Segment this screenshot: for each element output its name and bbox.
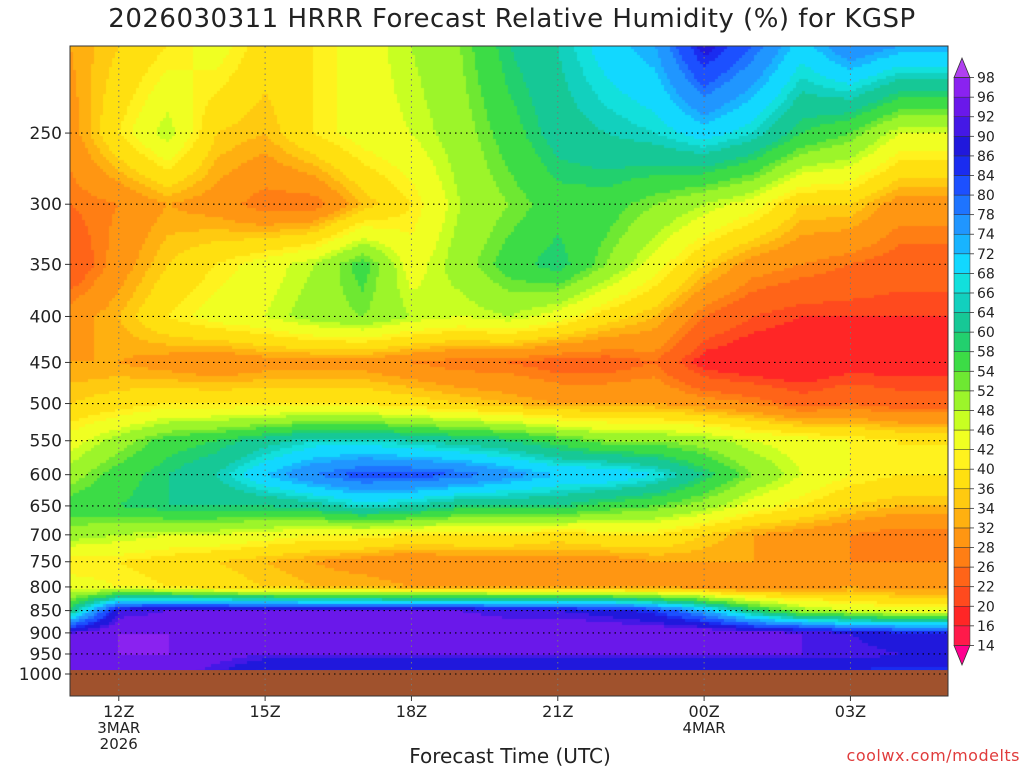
colorbar-label: 78: [977, 208, 995, 224]
y-tick-label: 450: [30, 353, 62, 373]
colorbar-label: 34: [977, 501, 995, 517]
colorbar-label: 32: [977, 521, 995, 537]
colorbar-swatch: [953, 273, 971, 294]
colorbar-label: 68: [977, 266, 995, 282]
colorbar-swatch: [953, 449, 971, 470]
colorbar-swatch: [953, 527, 971, 548]
x-axis-label: Forecast Time (UTC): [409, 744, 611, 768]
colorbar-swatch: [953, 194, 971, 215]
colorbar-swatch: [953, 508, 971, 529]
colorbar-label: 16: [977, 619, 995, 635]
x-tick-label: 2026: [100, 735, 138, 753]
colorbar-swatch: [953, 488, 971, 509]
colorbar-label: 60: [977, 325, 995, 341]
colorbar-label: 20: [977, 599, 995, 615]
x-tick-label: 12Z: [103, 702, 134, 721]
y-tick-label: 700: [30, 526, 62, 546]
x-tick-label: 03Z: [835, 702, 866, 721]
colorbar-swatch: [953, 390, 971, 411]
colorbar-label: 86: [977, 149, 995, 165]
colorbar-swatch: [953, 175, 971, 196]
chart-title: 2026030311 HRRR Forecast Relative Humidi…: [108, 4, 916, 34]
colorbar-swatch: [953, 116, 971, 137]
plot-frame: [69, 45, 949, 697]
y-tick-label: 600: [30, 466, 62, 486]
colorbar-label: 98: [977, 71, 995, 87]
colorbar-label: 48: [977, 403, 995, 419]
y-tick-label: 550: [30, 432, 62, 452]
y-tick-label: 350: [30, 255, 62, 275]
axes: 2503003504004505005506006507007508008509…: [19, 45, 949, 753]
colorbar-label: 72: [977, 247, 995, 263]
colorbar-label: 96: [977, 90, 995, 106]
colorbar-swatch: [953, 566, 971, 587]
colorbar-swatch: [953, 155, 971, 176]
colorbar-label: 90: [977, 129, 995, 145]
colorbar-label: 28: [977, 541, 995, 557]
x-tick-label: 18Z: [396, 702, 427, 721]
colorbar-swatch: [953, 606, 971, 627]
colorbar-label: 22: [977, 580, 995, 596]
rh-contour-field: [70, 46, 948, 696]
colorbar-swatch: [953, 547, 971, 568]
colorbar-swatch: [953, 429, 971, 450]
colorbar-label: 46: [977, 423, 995, 439]
colorbar-swatch: [953, 214, 971, 235]
colorbar-swatch: [953, 331, 971, 352]
x-tick-label: 3MAR: [97, 719, 140, 737]
colorbar-swatch: [953, 233, 971, 255]
source-credit[interactable]: coolwx.com/modelts: [846, 746, 1020, 765]
y-tick-label: 300: [30, 195, 62, 215]
colorbar-label: 92: [977, 110, 995, 126]
colorbar-swatch: [953, 586, 971, 607]
colorbar-label: 66: [977, 286, 995, 302]
colorbar-label: 14: [977, 638, 995, 654]
x-tick-label: 00Z: [688, 702, 719, 721]
x-tick-label: 15Z: [249, 702, 280, 721]
colorbar-label: 84: [977, 168, 995, 184]
grid-lines: [70, 46, 948, 696]
colorbar-swatch: [953, 371, 971, 392]
y-tick-label: 1000: [19, 665, 62, 685]
colorbar-label: 42: [977, 443, 995, 459]
colorbar-swatch: [953, 292, 971, 313]
colorbar: 14 16 20 22 26 28 32 34 36 40 42 46 48 52 54 58 60 64 66 68…: [953, 56, 995, 667]
ground-surface: [70, 670, 948, 696]
colorbar-label: 52: [977, 384, 995, 400]
colorbar-swatch: [953, 410, 971, 431]
x-tick-label: 4MAR: [683, 719, 726, 737]
colorbar-label: 40: [977, 462, 995, 478]
y-tick-label: 650: [30, 497, 62, 517]
colorbar-swatch-high: [953, 56, 971, 78]
colorbar-label: 26: [977, 560, 995, 576]
colorbar-swatch-low: [953, 645, 971, 667]
y-tick-label: 400: [30, 307, 62, 327]
colorbar-label: 54: [977, 364, 995, 380]
colorbar-label: 80: [977, 188, 995, 204]
y-tick-label: 950: [30, 645, 62, 665]
colorbar-swatch: [953, 253, 971, 274]
colorbar-swatch: [953, 625, 971, 646]
x-tick-label: 21Z: [542, 702, 573, 721]
colorbar-swatch: [953, 136, 971, 157]
colorbar-swatch: [953, 312, 971, 333]
colorbar-swatch: [953, 351, 971, 372]
y-tick-label: 250: [30, 124, 62, 144]
colorbar-swatch: [953, 468, 971, 490]
colorbar-label: 36: [977, 482, 995, 498]
y-tick-label: 800: [30, 578, 62, 598]
y-tick-label: 900: [30, 624, 62, 644]
colorbar-swatch: [953, 77, 971, 98]
colorbar-label: 74: [977, 227, 995, 243]
colorbar-label: 58: [977, 345, 995, 361]
colorbar-label: 64: [977, 306, 995, 322]
colorbar-swatch: [953, 96, 971, 117]
y-tick-label: 750: [30, 553, 62, 573]
y-tick-label: 850: [30, 602, 62, 622]
plot-area: [70, 46, 948, 696]
y-tick-label: 500: [30, 395, 62, 415]
